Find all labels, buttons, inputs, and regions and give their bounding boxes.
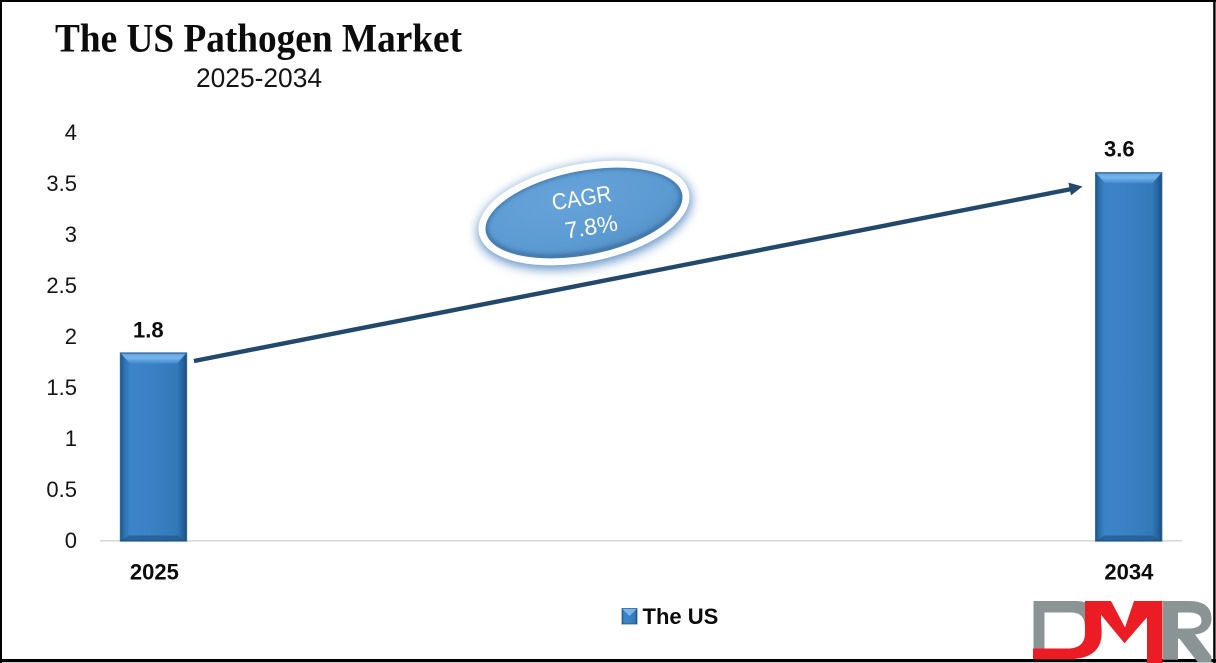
- svg-text:1.5: 1.5: [46, 375, 77, 400]
- svg-text:1: 1: [65, 426, 77, 451]
- svg-text:3.5: 3.5: [46, 171, 77, 196]
- svg-text:2034: 2034: [1104, 560, 1154, 585]
- svg-text:3: 3: [65, 222, 77, 247]
- svg-text:0: 0: [65, 528, 77, 553]
- svg-text:2: 2: [65, 324, 77, 349]
- svg-text:1.8: 1.8: [133, 317, 164, 342]
- svg-text:The US Pathogen Market: The US Pathogen Market: [55, 16, 462, 61]
- svg-text:2025-2034: 2025-2034: [196, 63, 322, 93]
- svg-text:0.5: 0.5: [46, 477, 77, 502]
- svg-text:2.5: 2.5: [46, 273, 77, 298]
- svg-text:2025: 2025: [130, 560, 179, 585]
- svg-text:The US: The US: [643, 604, 719, 629]
- svg-text:3.6: 3.6: [1104, 136, 1135, 161]
- svg-text:4: 4: [65, 120, 77, 145]
